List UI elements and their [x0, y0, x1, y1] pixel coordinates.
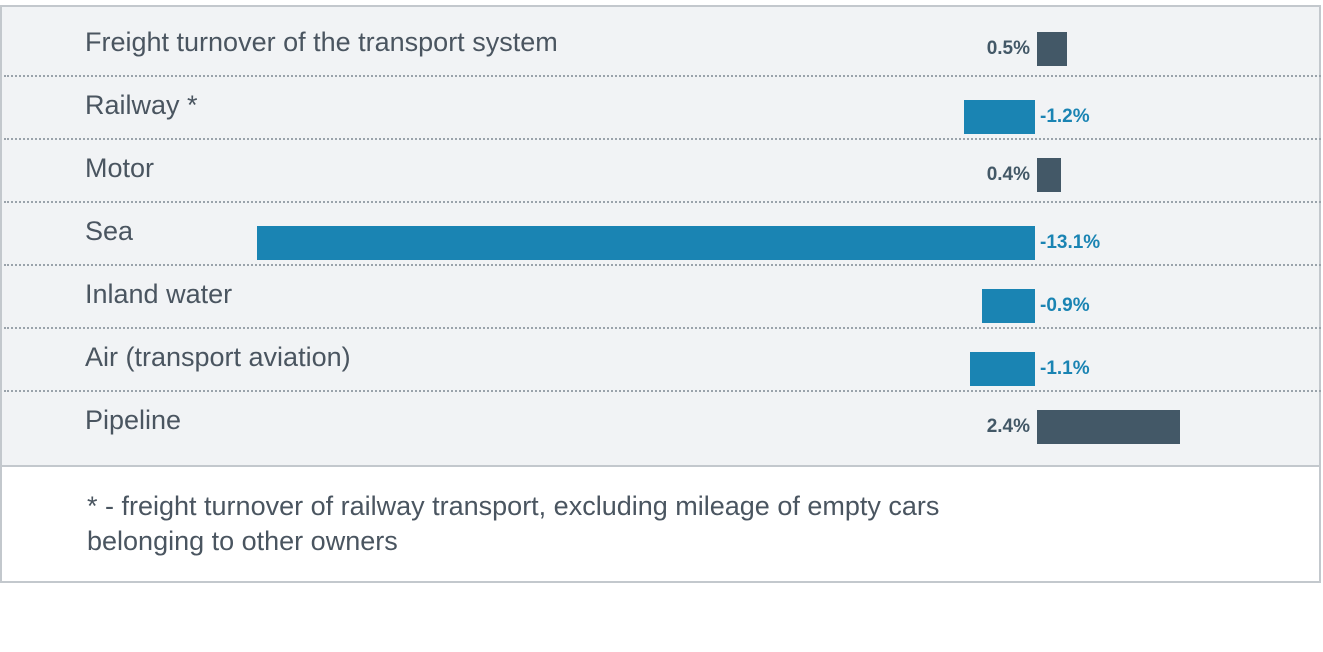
value-label: -0.9%: [1040, 295, 1090, 316]
row-separator: [4, 327, 1321, 329]
row-separator: [4, 264, 1321, 266]
value-label: 0.5%: [986, 38, 1030, 59]
bar: [969, 352, 1035, 386]
row-separator: [4, 138, 1321, 140]
value-label: -1.1%: [1040, 358, 1090, 379]
bar: [1037, 32, 1067, 66]
footnote-panel: * - freight turnover of railway transpor…: [0, 466, 1321, 583]
category-label: Motor: [85, 153, 155, 183]
bar: [1037, 410, 1180, 444]
value-label: 2.4%: [986, 416, 1030, 437]
bar: [981, 289, 1035, 323]
bar: [963, 100, 1035, 134]
row-separator: [4, 75, 1321, 77]
row-separator: [4, 390, 1321, 392]
bar: [256, 226, 1035, 260]
category-label: Sea: [85, 216, 134, 246]
category-label: Pipeline: [85, 405, 182, 435]
category-label: Inland water: [85, 279, 233, 309]
value-label: -13.1%: [1040, 232, 1101, 253]
chart-panel: Freight turnover of the transport system…: [0, 5, 1321, 466]
footnote-text: * - freight turnover of railway transpor…: [87, 491, 940, 556]
bar: [1037, 158, 1061, 192]
value-label: 0.4%: [986, 164, 1030, 185]
category-label: Freight turnover of the transport system: [85, 27, 558, 57]
category-label: Air (transport aviation): [85, 342, 351, 372]
row-separator: [4, 201, 1321, 203]
value-label: -1.2%: [1040, 106, 1090, 127]
category-label: Railway *: [85, 90, 198, 120]
